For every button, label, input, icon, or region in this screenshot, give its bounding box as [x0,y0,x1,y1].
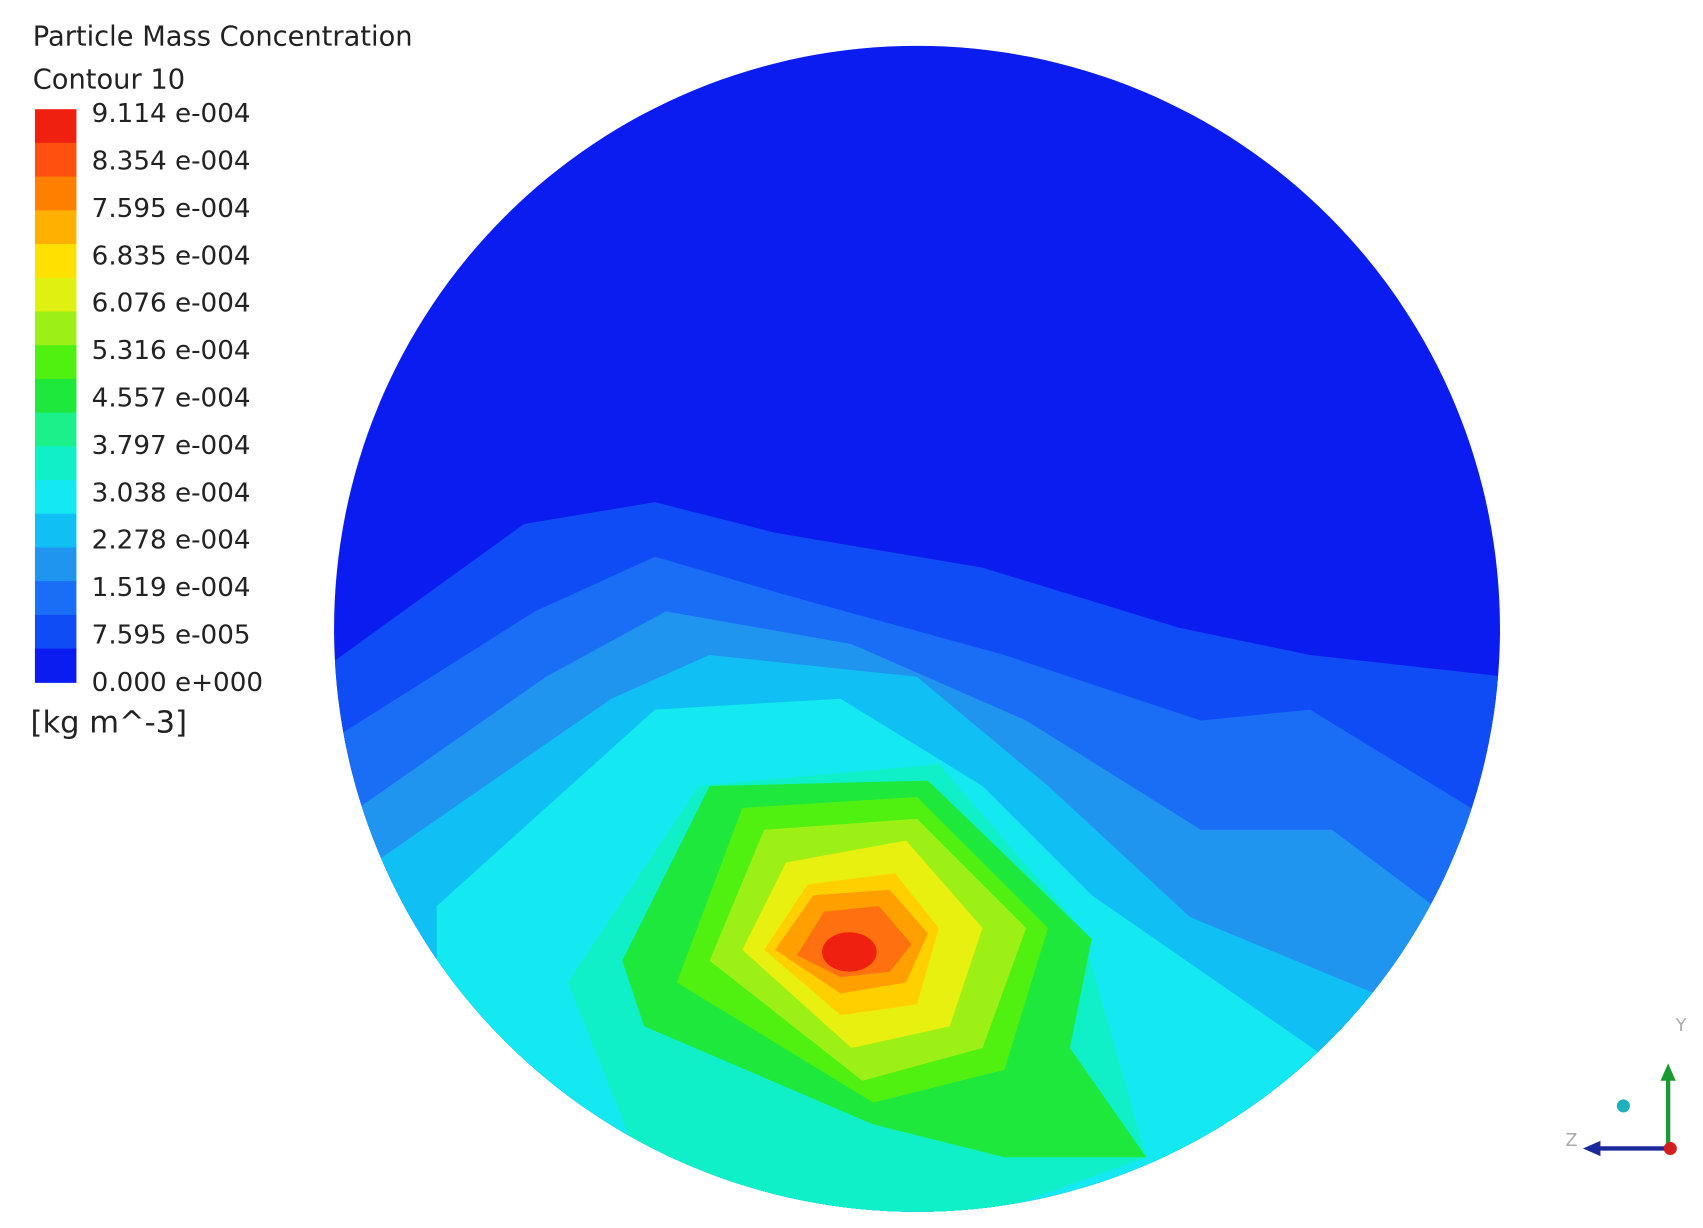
colorbar [34,109,77,683]
legend-label: 1.519 e-004 [92,573,251,603]
colorbar-band [34,412,77,447]
legend-label: 6.835 e-004 [92,241,251,271]
colorbar-band [34,277,77,313]
colorbar-band [34,547,77,582]
triad-y-label: Y [1675,1016,1687,1036]
legend-label: 4.557 e-004 [92,384,251,414]
triad-z-label: Z [1565,1131,1577,1151]
legend-label: 8.354 e-004 [92,147,251,177]
contour-disc [334,45,1500,1212]
colorbar-band [34,210,77,245]
legend-label: 9.114 e-004 [92,99,251,129]
colorbar-band [34,581,77,616]
legend-title: Particle Mass Concentration [33,22,413,53]
colorbar-band [34,109,77,144]
legend-label: 5.316 e-004 [92,336,251,366]
colorbar-band [34,345,77,380]
colorbar-band [34,311,77,346]
colorbar-band [34,244,77,279]
colorbar-band [34,176,77,211]
colorbar-band [34,142,77,178]
legend-label: 3.038 e-004 [92,478,251,508]
legend-label: 3.797 e-004 [92,431,251,461]
colorbar-band [34,480,77,515]
colorbar-band [34,648,77,683]
colorbar-band [34,614,77,650]
legend-unit: [kg m^-3] [31,705,187,740]
legend-label: 7.595 e-005 [92,621,251,651]
legend-label: 7.595 e-004 [92,194,251,224]
legend-label: 0.000 e+000 [92,668,263,698]
colorbar-band [34,513,77,549]
legend-subtitle: Contour 10 [33,64,185,95]
axis-triad: Y Z [1565,1016,1687,1157]
legend-label: 6.076 e-004 [92,289,251,319]
colorbar-band [34,378,77,414]
legend-label: 2.278 e-004 [92,526,251,556]
colorbar-band [34,446,77,481]
